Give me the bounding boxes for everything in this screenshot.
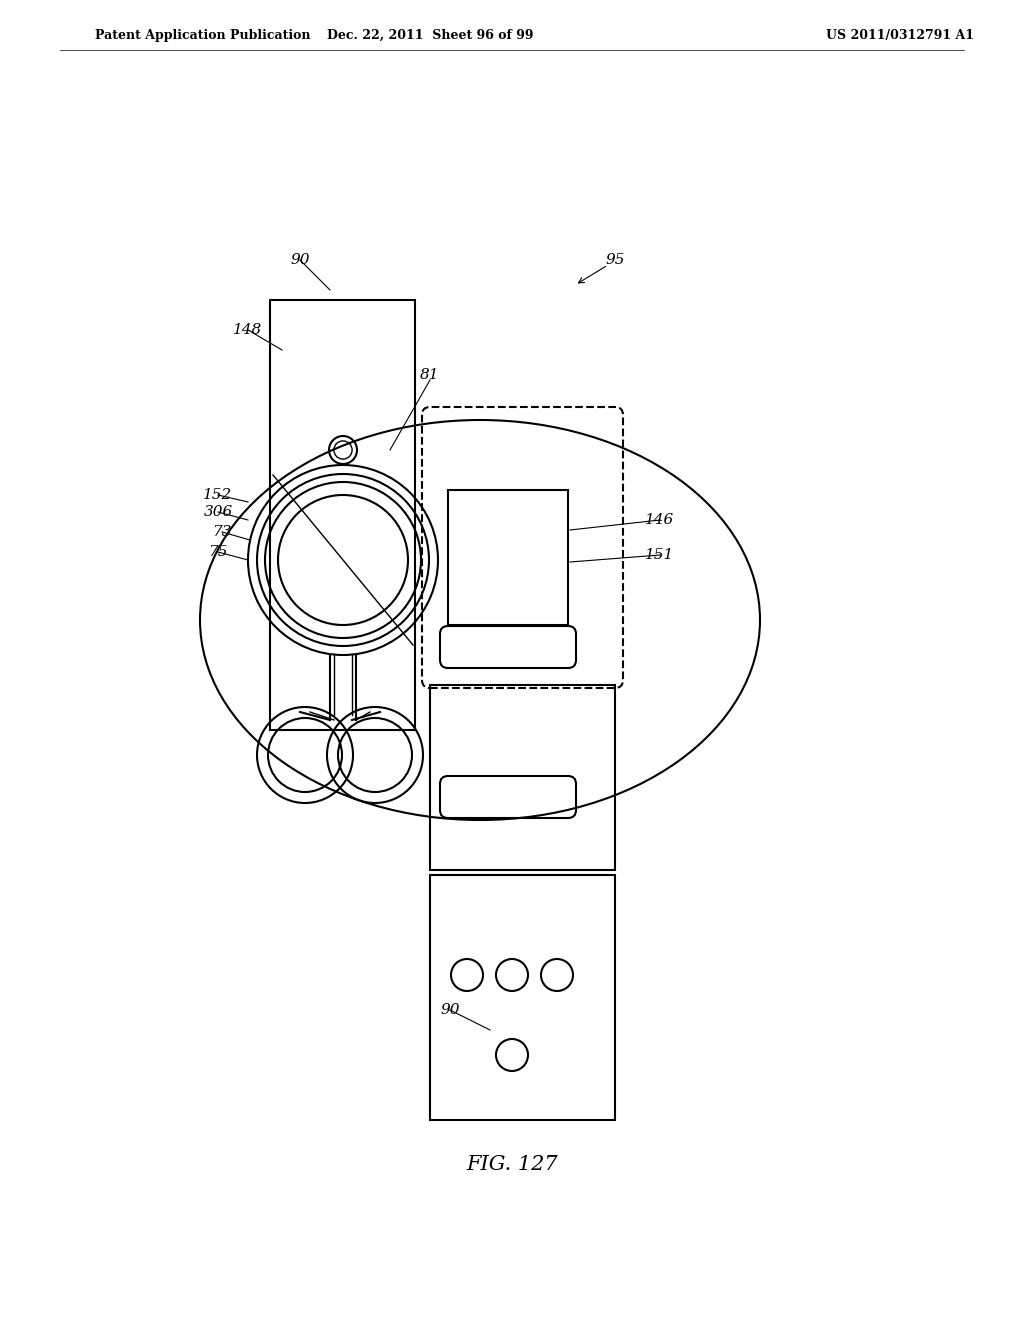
Text: 151: 151 — [645, 548, 675, 562]
Text: 146: 146 — [645, 513, 675, 527]
Text: Dec. 22, 2011  Sheet 96 of 99: Dec. 22, 2011 Sheet 96 of 99 — [327, 29, 534, 41]
Text: 306: 306 — [204, 506, 232, 519]
Text: 90: 90 — [440, 1003, 460, 1016]
Text: 81: 81 — [420, 368, 439, 381]
Bar — [430, 685, 615, 870]
Text: 148: 148 — [233, 323, 262, 337]
Text: 90: 90 — [290, 253, 309, 267]
Text: 73: 73 — [212, 525, 231, 539]
Text: Patent Application Publication: Patent Application Publication — [95, 29, 310, 41]
Bar — [449, 490, 568, 624]
Text: 152: 152 — [204, 488, 232, 502]
Bar — [430, 875, 615, 1119]
Text: FIG. 127: FIG. 127 — [466, 1155, 558, 1175]
Text: US 2011/0312791 A1: US 2011/0312791 A1 — [826, 29, 974, 41]
Text: 75: 75 — [208, 545, 227, 558]
Bar — [270, 300, 415, 730]
Text: 95: 95 — [605, 253, 625, 267]
